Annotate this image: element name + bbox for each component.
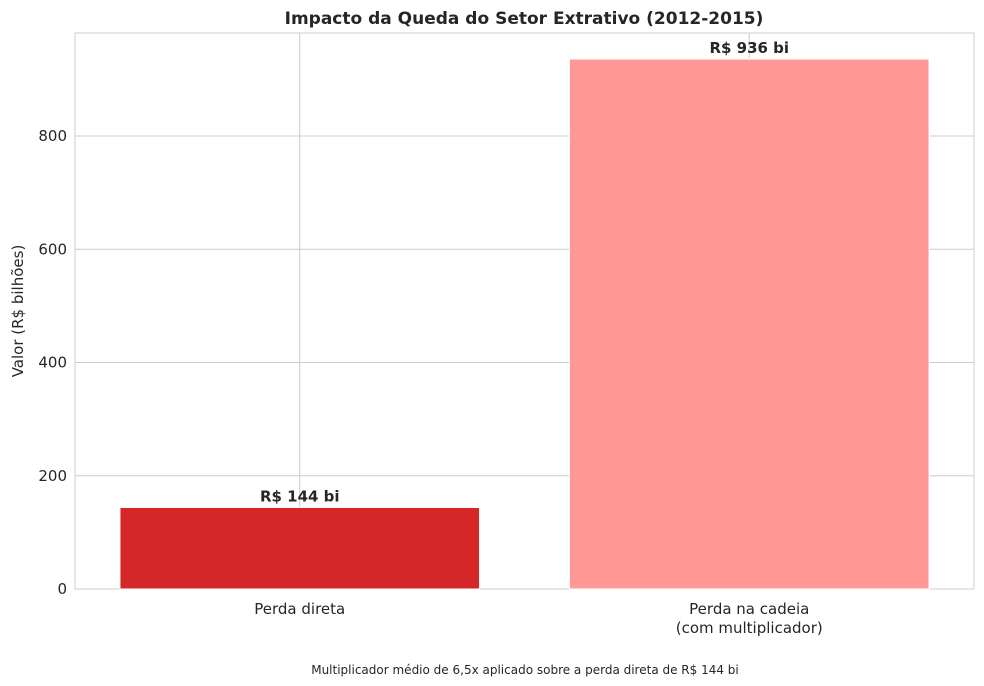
y-tick-label: 200 — [38, 467, 67, 485]
bar — [568, 58, 930, 590]
y-tick-label: 600 — [38, 240, 67, 258]
x-tick-label: Perda na cadeia (com multiplicador) — [676, 600, 823, 637]
bars — [119, 58, 930, 590]
x-tick-label-line: Perda na cadeia — [689, 600, 809, 618]
x-axis-ticks: Perda direta Perda na cadeia (com multipli… — [254, 600, 822, 637]
x-tick-label-line: Perda direta — [254, 600, 345, 618]
y-axis-ticks: 0 200 400 600 800 — [38, 127, 67, 598]
y-tick-label: 0 — [57, 580, 67, 598]
x-tick-label-line: (com multiplicador) — [676, 619, 823, 637]
bar-labels: R$ 144 bi R$ 936 bi — [260, 39, 789, 505]
y-tick-label: 400 — [38, 354, 67, 372]
x-tick-label: Perda direta — [254, 600, 345, 618]
plot-frame — [74, 32, 975, 590]
bar-value-label: R$ 144 bi — [260, 487, 340, 505]
footnote: Multiplicador médio de 6,5x aplicado sob… — [311, 663, 739, 677]
bar — [119, 506, 481, 590]
chart-title: Impacto da Queda do Setor Extrativo (201… — [285, 9, 764, 29]
y-axis-label: Valor (R$ bilhões) — [9, 245, 27, 378]
y-tick-label: 800 — [38, 127, 67, 145]
bar-value-label: R$ 936 bi — [709, 39, 789, 57]
